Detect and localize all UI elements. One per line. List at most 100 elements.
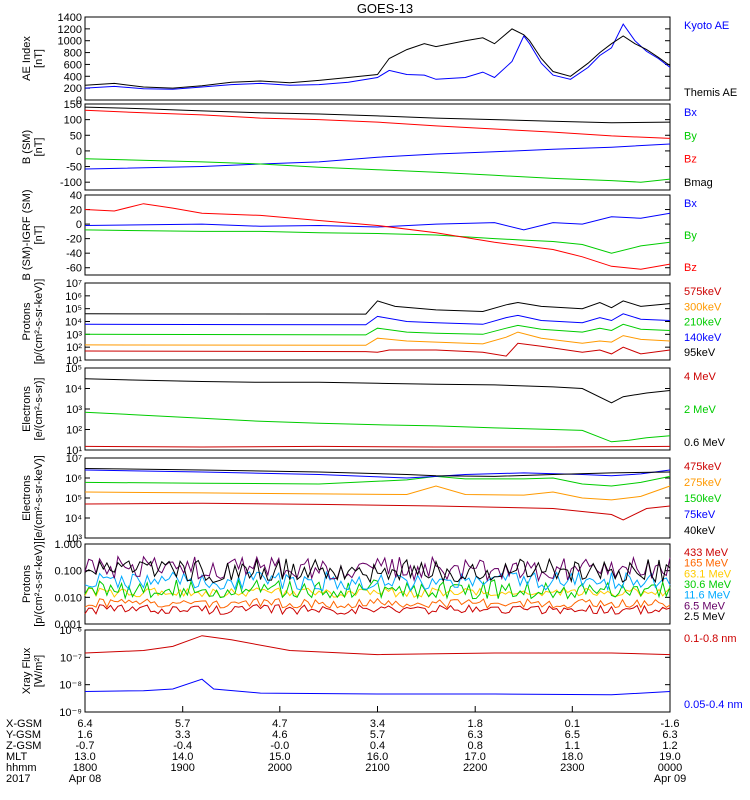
series-line — [84, 109, 671, 139]
ytick-label: 100 — [64, 115, 82, 127]
y-axis-label: [p/(cm²-s-sr-keV)] — [33, 279, 45, 365]
panel-frame — [84, 629, 671, 713]
ytick-label: 800 — [64, 48, 82, 60]
ytick-label: -100 — [60, 177, 82, 189]
legend-entry: 433 MeV — [684, 547, 729, 559]
y-axis-label: AE Index — [21, 36, 33, 81]
footer-row-label: MLT — [6, 751, 27, 763]
series-line — [84, 678, 671, 696]
footer-cell: 13.0 — [74, 751, 95, 763]
y-axis-label: [p/(cm²-s-sr-keV)] — [33, 541, 45, 627]
y-axis-label: B (SM)-IGRF (SM) — [21, 189, 33, 280]
footer-cell: -1.6 — [661, 718, 680, 730]
legend-entry: 6.5 MeV — [684, 600, 726, 612]
legend-entry: By — [684, 230, 697, 242]
series-line — [84, 445, 671, 448]
chart-title: GOES-13 — [357, 1, 413, 16]
legend-entry: 30.6 MeV — [684, 579, 732, 591]
footer-cell: -0.4 — [173, 740, 192, 752]
series-line — [84, 555, 671, 583]
legend-entry: 300keV — [684, 301, 722, 313]
ytick-label: 50 — [70, 130, 82, 142]
series-line — [84, 158, 671, 183]
legend-entry: Bx — [684, 107, 697, 119]
footer-cell: 15.0 — [269, 751, 290, 763]
ytick-label: 10¹ — [66, 445, 82, 457]
y-axis-label: Protons — [21, 565, 33, 603]
legend-entry: By — [684, 130, 697, 142]
series-line — [84, 212, 671, 231]
panel-protons_hi: 0.001 0.010 0.100 1.000 Protons [p/(cm²-s-sr-… — [21, 539, 732, 631]
ytick-label: 10³ — [66, 404, 82, 416]
ytick-label: 10⁻⁹ — [59, 707, 82, 719]
ytick-label: 10⁶ — [65, 291, 82, 303]
legend-entry: 75keV — [684, 509, 716, 521]
footer-cell: 1.6 — [77, 729, 92, 741]
footer-row-label: 2017 — [6, 773, 30, 785]
ytick-label: 0.010 — [54, 592, 82, 604]
ytick-label: 10⁶ — [65, 473, 82, 485]
series-line — [84, 323, 671, 336]
footer-cell: -0.0 — [270, 740, 289, 752]
legend-entry: 475keV — [684, 461, 722, 473]
footer-cell: 6.3 — [662, 729, 677, 741]
legend-entry: 0.6 MeV — [684, 437, 726, 449]
series-line — [84, 229, 671, 254]
ytick-label: 10² — [66, 425, 82, 437]
ytick-label: 20 — [70, 205, 82, 217]
y-axis-label: Electrons — [21, 475, 33, 521]
ytick-label: 10⁵ — [65, 363, 82, 375]
series-line — [84, 557, 671, 584]
legend-entry: 0.05-0.4 nm — [684, 699, 743, 711]
ytick-label: -50 — [66, 162, 82, 174]
series-line — [84, 485, 671, 501]
ytick-label: 10⁻⁶ — [59, 625, 82, 637]
panel-electrons_dif: 10³ 10⁴ 10⁵ 10⁶ 10⁷ Electrons [e/(cm²-s-sr-keV… — [21, 453, 722, 545]
series-line — [84, 635, 671, 656]
y-axis-label: [nT] — [33, 226, 45, 245]
panel-frame — [84, 103, 671, 191]
ytick-label: 150 — [64, 99, 82, 111]
ytick-label: 1000 — [58, 36, 82, 48]
series-line — [84, 587, 671, 599]
footer-cell: Apr 08 — [69, 773, 101, 785]
panel-frame — [84, 16, 671, 101]
legend-entry: 95keV — [684, 347, 716, 359]
footer-cell: 3.3 — [175, 729, 190, 741]
ytick-label: 10² — [66, 342, 82, 354]
footer-cell: 6.4 — [77, 718, 92, 730]
footer-cell: 17.0 — [464, 751, 485, 763]
panel-frame — [84, 282, 671, 361]
footer-cell: 5.7 — [175, 718, 190, 730]
series-line — [84, 106, 671, 124]
footer-cell: 18.0 — [562, 751, 583, 763]
footer-cell: 5.7 — [370, 729, 385, 741]
series-line — [84, 23, 671, 90]
footer-cell: 14.0 — [172, 751, 193, 763]
panel-frame — [84, 367, 671, 451]
series-line — [84, 411, 671, 443]
ytick-label: 10⁵ — [65, 493, 82, 505]
series-line — [84, 342, 671, 357]
footer-cell: 16.0 — [367, 751, 388, 763]
footer-cell: 2100 — [365, 762, 389, 774]
panel-bsm: -100 -50 0 50 100 150 B (SM) [nT] Bx By Bz Bmag — [21, 99, 713, 191]
legend-entry: Kyoto AE — [684, 20, 729, 32]
series-line — [84, 578, 671, 600]
ytick-label: 10⁷ — [66, 453, 82, 465]
ytick-label: 0.100 — [54, 566, 82, 578]
legend-entry: 210keV — [684, 317, 722, 329]
legend-entry: Themis AE — [684, 87, 737, 99]
series-line — [84, 597, 671, 609]
legend-entry: 2.5 MeV — [684, 611, 726, 623]
y-axis-label: [nT] — [33, 138, 45, 157]
ytick-label: 0.001 — [54, 619, 82, 631]
legend-entry: 150keV — [684, 493, 722, 505]
footer-cell: -0.7 — [76, 740, 95, 752]
legend-entry: Bmag — [684, 177, 713, 189]
legend-entry: 0.1-0.8 nm — [684, 633, 737, 645]
y-axis-label: [W/m²] — [33, 655, 45, 687]
ytick-label: 10⁵ — [65, 304, 82, 316]
